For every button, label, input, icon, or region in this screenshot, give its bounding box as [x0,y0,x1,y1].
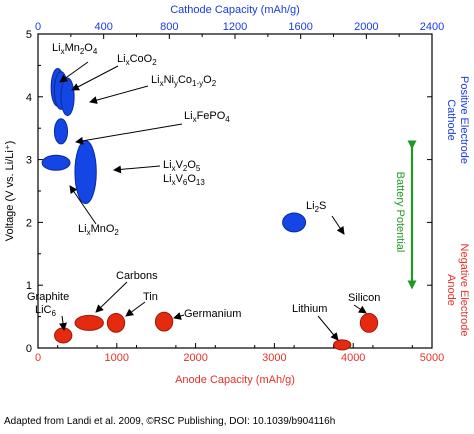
battery-potential-label: Battery Potential [394,172,406,253]
anode-capacity-axis: 0 1000 2000 3000 4000 5000 [35,343,444,364]
cathode-mark-lixv2o5-lixv6o13 [74,140,97,205]
cathode-capacity-axis: 0 400 800 1200 1600 2000 2400 [35,21,444,39]
cathode-mark-li2s [282,212,307,233]
cathode-side-label: Cathode Positive Electrode [445,76,470,164]
y-tick-label: 3 [26,155,32,167]
y-tick-label: 0 [26,343,32,355]
top-tick-label: 1200 [223,21,247,33]
label-limn2o4: LixMn2O4 [52,42,98,56]
bottom-tick-label: 0 [35,352,41,364]
bottom-tick-label: 1000 [105,352,129,364]
top-tick-label: 1600 [288,21,312,33]
anode-mark-carbons [74,314,104,331]
source-caption: Adapted from Landi et al. 2009, ©RSC Pub… [4,416,336,427]
top-tick-label: 2400 [420,21,444,33]
anode-mark-lithium [333,339,352,351]
top-axis-title: Cathode Capacity (mAh/g) [170,4,300,16]
top-tick-label: 400 [94,21,112,33]
label-silicon: Silicon [348,292,380,304]
anode-mark-graphite-lic6 [54,327,73,344]
top-tick-label: 800 [160,21,178,33]
label-limno2: LixMnO2 [78,223,119,237]
top-tick-label: 2000 [354,21,378,33]
label-liv2o5: LixV2O5 [163,159,201,173]
label-li2s: Li2S [306,200,326,214]
label-licoo2: LixCoO2 [117,53,157,67]
data-marks [41,68,379,351]
anode-side-label: Anode Negative Electrode [445,244,470,337]
bottom-axis-title: Anode Capacity (mAh/g) [175,374,295,386]
bottom-tick-label: 5000 [420,352,444,364]
top-tick-label: 0 [35,21,41,33]
label-lic6: LiC6 [35,304,57,318]
label-liv6o13: LixV6O13 [163,173,205,187]
label-graphite: Graphite [27,291,69,303]
label-linicoo2: LixNiyCo1-yO2 [151,74,217,88]
svg-text:Positive Electrode: Positive Electrode [458,76,470,164]
annotation-arrows [59,61,367,341]
y-axis-title: Voltage (V vs. Li/Li⁺) [4,141,16,242]
voltage-axis: 0 1 2 3 4 5 [26,29,432,355]
anode-mark-germanium [154,311,174,332]
label-lifepo4: LixFePO4 [184,110,230,124]
y-tick-label: 1 [26,280,32,292]
label-carbons: Carbons [116,270,158,282]
y-tick-label: 2 [26,217,32,229]
anode-mark-silicon [359,312,379,333]
bottom-tick-label: 2000 [183,352,207,364]
svg-text:Negative Electrode: Negative Electrode [458,244,470,337]
cathode-mark-lixniyco1-yo2 [60,77,75,117]
label-lithium: Lithium [292,303,327,315]
svg-text:Cathode: Cathode [445,99,457,141]
y-tick-label: 4 [26,92,32,104]
label-tin: Tin [143,291,158,303]
label-germanium: Germanium [184,308,241,320]
capacity-voltage-chart: 0 1000 2000 3000 4000 5000 0 400 800 1200 1600 200… [4,4,470,386]
cathode-mark-lixfepo4 [53,118,69,145]
bottom-tick-label: 3000 [262,352,286,364]
svg-text:Anode: Anode [445,274,457,306]
y-tick-label: 5 [26,29,32,41]
bottom-tick-label: 4000 [341,352,365,364]
anode-mark-tin [106,312,126,333]
cathode-mark-lixmno2 [41,154,71,171]
